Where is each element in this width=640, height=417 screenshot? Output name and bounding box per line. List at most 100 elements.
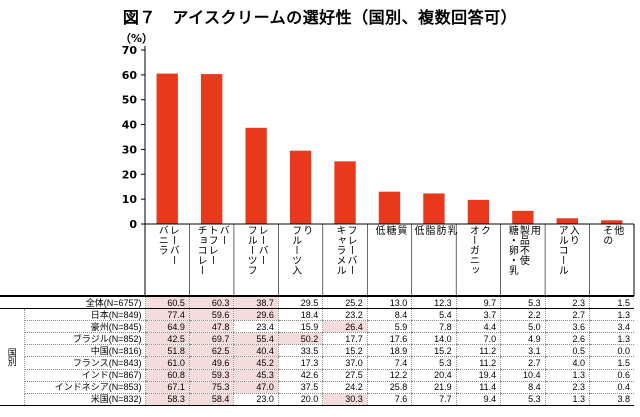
table-cell: 8.4 — [366, 308, 412, 322]
bar — [289, 150, 312, 224]
table-cell: 37.5 — [277, 381, 323, 394]
table-cell: 23.0 — [233, 393, 279, 406]
table-row: インド(N=867) 60.8 59.3 45.3 42.6 27.5 12.2 20.4 19… — [0, 369, 634, 382]
category-label-part: レーバー — [256, 225, 268, 265]
table-cell: 20.0 — [277, 393, 323, 406]
table-cell: 8.4 — [500, 381, 546, 394]
table-cell: 5.0 — [500, 320, 546, 334]
table-cell: 29.6 — [233, 308, 279, 322]
category-label-part: り — [300, 225, 312, 235]
table-cell: 45.3 — [233, 369, 279, 382]
y-tick-label: 10 — [122, 193, 138, 206]
bar — [512, 210, 534, 224]
table-cell: 45.2 — [233, 356, 279, 370]
category-label: 低脂肪乳 — [412, 225, 456, 291]
table-row: 中国(N=816) 51.8 62.5 40.4 33.5 15.2 18.9 15.2 11.… — [0, 344, 634, 358]
y-axis-unit: （%） — [120, 32, 154, 45]
chart-title: 図７ アイスクリームの選好性（国別、複数回答可） — [122, 8, 518, 27]
table-cell: 1.3 — [589, 308, 634, 322]
table-cell: 0.0 — [589, 344, 634, 358]
table-cell: 4.0 — [544, 356, 590, 370]
table-cell: 3.8 — [589, 393, 634, 406]
table-cell: 51.8 — [144, 344, 190, 358]
row-label: インド(N=867) — [24, 369, 145, 382]
table-row: インドネシア(N=853) 67.1 75.3 47.0 37.5 24.2 25.8 21.… — [0, 381, 634, 394]
table-cell: 7.0 — [455, 332, 501, 346]
category-label: チョコレー トフレー バー — [189, 225, 233, 291]
row-label: フランス(N=843) — [24, 356, 145, 370]
table-cell: 15.2 — [322, 344, 368, 358]
table-cell: 10.4 — [500, 369, 546, 382]
data-table: 全体(N=6757) 60.5 60.3 38.7 29.5 25.2 13.0 12.3 9.… — [0, 295, 634, 406]
table-cell: 17.3 — [277, 356, 323, 370]
table-cell: 1.3 — [544, 369, 590, 382]
table-cell: 1.5 — [589, 356, 634, 370]
table-cell: 59.3 — [188, 369, 234, 382]
category-label: フルーツフ レーバー — [234, 225, 278, 291]
table-cell: 5.3 — [411, 356, 457, 370]
table-cell: 2.6 — [544, 332, 590, 346]
row-label: 日本(N=849) — [24, 308, 145, 322]
table-cell: 60.5 — [144, 295, 190, 310]
table-cell: 55.4 — [233, 332, 279, 346]
table-cell: 3.1 — [500, 344, 546, 358]
bar — [556, 218, 578, 224]
table-cell: 69.7 — [188, 332, 234, 346]
table-cell: 27.5 — [322, 369, 368, 382]
table-cell: 29.5 — [277, 295, 323, 310]
bar — [334, 161, 356, 224]
table-cell: 11.2 — [455, 356, 501, 370]
y-tick-label: 60 — [122, 69, 138, 82]
category-label-part: その — [600, 225, 612, 245]
table-cell: 59.6 — [188, 308, 234, 322]
category-label-part: トフレー — [206, 225, 218, 265]
category-label-part: 質 — [394, 225, 406, 235]
table-cell: 5.4 — [411, 308, 457, 322]
table-cell: 0.5 — [544, 344, 590, 358]
table-cell: 61.0 — [144, 356, 190, 370]
table-cell: 19.4 — [455, 369, 501, 382]
table-cell: 5.3 — [500, 295, 546, 310]
category-label: オーガニック — [456, 225, 500, 291]
table-cell: 30.3 — [322, 393, 368, 406]
table-cell: 62.5 — [188, 344, 234, 358]
table-cell: 58.4 — [188, 393, 234, 406]
table-cell: 9.7 — [455, 295, 501, 310]
category-label-part: キャラメル — [334, 225, 346, 275]
bar — [378, 191, 401, 224]
bar — [156, 73, 178, 224]
bar — [201, 74, 223, 225]
table-cell: 2.7 — [544, 308, 590, 322]
table-cell: 3.6 — [544, 320, 590, 334]
category-label-part: 低 — [411, 225, 423, 235]
table-cell: 26.4 — [322, 320, 368, 334]
table-cell: 47.8 — [188, 320, 234, 334]
table-cell: 0.6 — [589, 369, 634, 382]
category-label-part: 製品不使 — [517, 225, 529, 265]
y-tick-label: 0 — [129, 218, 137, 231]
table-cell: 2.7 — [500, 356, 546, 370]
category-label-part: オーガニッ — [467, 225, 479, 275]
table-cell: 18.4 — [277, 308, 323, 322]
table-cell: 2.2 — [500, 308, 546, 322]
table-cell: 3.4 — [589, 320, 634, 334]
table-cell: 2.3 — [544, 381, 590, 394]
category-label-part: チョコレー — [195, 225, 207, 275]
table-cell: 58.3 — [144, 393, 190, 406]
table-cell: 15.9 — [277, 320, 323, 334]
table-cell: 1.5 — [589, 295, 634, 310]
table-cell: 50.2 — [277, 332, 323, 346]
table-row: フランス(N=843) 61.0 49.6 45.2 17.3 37.0 7.4 5.3 11.… — [0, 356, 634, 370]
table-cell: 12.2 — [366, 369, 412, 382]
row-label: 中国(N=816) — [24, 344, 145, 358]
table-cell: 40.4 — [233, 344, 279, 358]
category-label-part: フレーバー — [345, 225, 357, 275]
row-label: ブラジル(N=852) — [24, 332, 145, 346]
table-cell: 4.4 — [455, 320, 501, 334]
category-label-part: 糖 — [383, 225, 395, 235]
table-cell: 7.8 — [411, 320, 457, 334]
table-row: 米国(N=832) 58.3 58.4 23.0 20.0 30.3 7.6 7.7 9.4 5.… — [0, 393, 634, 406]
category-label: アルコール 入り — [545, 225, 589, 291]
category-label: キャラメル フレーバー — [323, 225, 367, 291]
table-cell: 37.0 — [322, 356, 368, 370]
